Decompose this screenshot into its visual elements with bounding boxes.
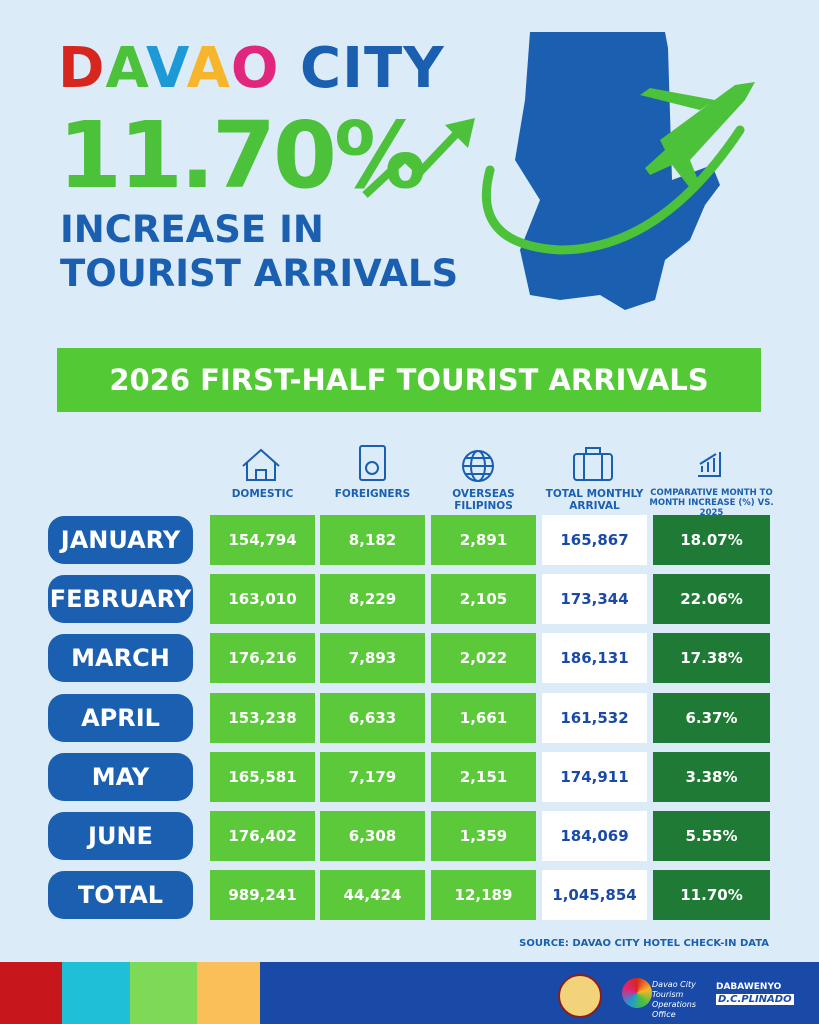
office-name: Davao City Tourism Operations Office	[652, 980, 696, 1019]
table-cell: 184,069	[542, 811, 647, 861]
row-label: MARCH	[48, 634, 193, 683]
table-cell: 7,893	[320, 633, 425, 684]
table-cell: 186,131	[542, 633, 647, 684]
title-segment: V	[146, 36, 187, 101]
table-cell: 161,532	[542, 692, 647, 743]
table-cell: 163,010	[210, 574, 315, 625]
table-cell: 2,022	[431, 633, 536, 684]
map-graphic	[362, 32, 755, 310]
table-cell: 44,424	[320, 870, 425, 921]
table-cell: 6.37%	[653, 692, 770, 743]
table-cell: 8,229	[320, 574, 425, 625]
color-block	[0, 962, 62, 1024]
row-label: MAY	[48, 752, 193, 801]
title-segment: A	[105, 36, 147, 101]
office-logo	[622, 978, 652, 1008]
title-segment: CITY	[279, 36, 445, 101]
city-seal	[558, 974, 602, 1018]
table-cell: 1,661	[431, 692, 536, 743]
title-segment: O	[230, 36, 280, 101]
column-header: COMPARATIVE MONTH TO MONTH INCREASE (%) …	[649, 488, 774, 518]
table-cell: 989,241	[210, 870, 315, 921]
table-cell: 154,794	[210, 515, 315, 565]
table-cell: 17.38%	[653, 633, 770, 684]
brand: DABAWENYO	[716, 982, 782, 992]
row-label: TOTAL	[48, 871, 193, 920]
color-block	[197, 962, 260, 1024]
table-cell: 6,633	[320, 692, 425, 743]
table-cell: 1,045,854	[542, 870, 647, 921]
subtitle: TOURIST ARRIVALS	[60, 252, 459, 295]
column-icons	[242, 445, 721, 482]
headline-percent: 11.70%	[58, 102, 426, 209]
table-cell: 176,402	[210, 811, 315, 861]
table-cell: 174,911	[542, 751, 647, 802]
table-cell: 1,359	[431, 811, 536, 861]
color-block	[130, 962, 197, 1024]
row-label: JUNE	[48, 812, 193, 860]
table-cell: 176,216	[210, 633, 315, 684]
column-header: OVERSEAS FILIPINOS	[452, 488, 515, 512]
row-label: JANUARY	[48, 516, 193, 564]
table-cell: 6,308	[320, 811, 425, 861]
title-segment: A	[186, 36, 231, 101]
subtitle: INCREASE IN	[60, 208, 324, 251]
table-cell: 5.55%	[653, 811, 770, 861]
brand: D.C.PLINADO	[716, 994, 794, 1005]
table-cell: 153,238	[210, 692, 315, 743]
table-cell: 173,344	[542, 574, 647, 625]
table-cell: 22.06%	[653, 574, 770, 625]
table-cell: 165,867	[542, 515, 647, 565]
row-label: FEBRUARY	[48, 575, 193, 624]
table-cell: 2,891	[431, 515, 536, 565]
row-label: APRIL	[48, 693, 193, 742]
table-cell: 18.07%	[653, 515, 770, 565]
column-header: TOTAL MONTHLY ARRIVAL	[545, 488, 644, 512]
table-cell: 11.70%	[653, 870, 770, 921]
table-cell: 2,105	[431, 574, 536, 625]
table-cell: 12,189	[431, 870, 536, 921]
color-block	[62, 962, 130, 1024]
footer-bar: Davao City Tourism Operations Office DAB…	[0, 962, 819, 1024]
table-cell: 3.38%	[653, 751, 770, 802]
banner: 2026 FIRST-HALF TOURIST ARRIVALS	[57, 348, 761, 412]
column-header: DOMESTIC	[231, 488, 294, 500]
table-cell: 7,179	[320, 751, 425, 802]
source: SOURCE: DAVAO CITY HOTEL CHECK-IN DATA	[519, 938, 769, 949]
title: DAVAO CITY	[58, 36, 445, 101]
title-segment: D	[58, 36, 106, 101]
table-cell: 8,182	[320, 515, 425, 565]
column-header: FOREIGNERS	[334, 488, 411, 500]
table-cell: 2,151	[431, 751, 536, 802]
table-cell: 165,581	[210, 751, 315, 802]
